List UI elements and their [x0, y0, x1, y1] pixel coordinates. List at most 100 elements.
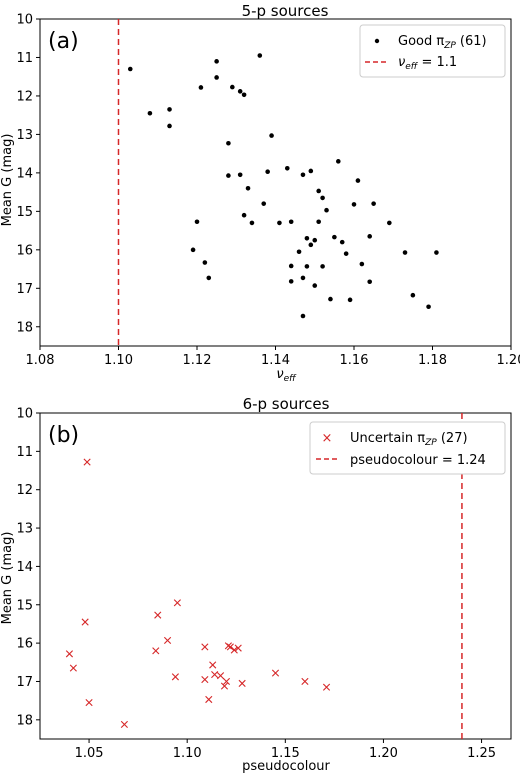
panel-a-data-point — [312, 237, 318, 243]
panel-a-ytick-label: 17 — [16, 282, 33, 297]
panel-a-data-point — [387, 220, 392, 226]
panel-b-legend-marker-x: × — [322, 431, 333, 446]
panel-b-data-point — [271, 669, 280, 677]
panel-a-data-point — [300, 275, 306, 281]
panel-b-data-point — [211, 670, 219, 679]
panel-a-data-point — [167, 123, 172, 129]
panel-a-data-point — [367, 234, 373, 239]
panel-a-data-point — [245, 185, 251, 191]
panel-a-data-point — [351, 202, 357, 207]
panel-a-data-point — [426, 304, 431, 310]
panel-a-xtick-label: 1.20 — [497, 353, 520, 368]
panel-b-data-point — [224, 642, 232, 650]
panel-a-data-point — [328, 296, 333, 302]
panel-b-legend-label-1: pseudocolour = 1.24 — [350, 453, 486, 468]
panel-a-data-point — [371, 201, 376, 206]
panel-b-data-point — [222, 677, 231, 686]
panel-a-data-point — [206, 275, 212, 281]
panel-a-data-point — [288, 279, 294, 284]
panel-b-legend-label-0: Uncertain πZP (27) — [350, 431, 468, 448]
panel-b-data-point — [220, 682, 229, 690]
panel-a-data-point — [308, 242, 314, 248]
panel-b-data-point — [216, 672, 225, 680]
panel-b-ytick-label: 17 — [16, 675, 33, 690]
panel-a-data-point — [316, 219, 321, 225]
panel-a-data-point — [296, 249, 302, 255]
panel-a-xtick-label: 1.12 — [183, 353, 212, 368]
panel-b-data-point — [209, 661, 217, 669]
panel-b-data-point — [152, 647, 160, 655]
panel-b-ylabel: Mean G (mag) — [0, 532, 15, 625]
panel-b-data-point — [171, 673, 180, 681]
panel-a-data-point — [343, 251, 349, 256]
panel-b-data-point — [163, 636, 172, 645]
panel-a-label: (a) — [48, 29, 79, 54]
panel-a-data-point — [230, 84, 235, 90]
panel-a-data-point — [261, 201, 267, 206]
panel-b-data-point — [322, 683, 331, 691]
panel-a-data-point — [214, 75, 219, 80]
panel-a-data-point — [410, 292, 416, 298]
panel-b-ytick-label: 14 — [16, 560, 33, 575]
panel-b-data-point — [301, 677, 309, 686]
panel-a-data-point — [367, 279, 373, 285]
panel-b-ytick-label: 16 — [16, 637, 33, 652]
panel-a-data-point — [237, 172, 243, 178]
panel-a-ylabel: Mean G (mag) — [0, 134, 15, 227]
panel-a-xtick-label: 1.14 — [261, 353, 290, 368]
panel-a-data-point — [202, 260, 208, 265]
panel-b-xtick-label: 1.25 — [467, 746, 496, 761]
panel-b-axes-frame — [39, 412, 512, 740]
panel-a-data-point — [316, 188, 321, 194]
panel-b-legend: × Uncertain πZP (27) pseudocolour = 1.24 — [309, 421, 506, 475]
panel-a-data-point — [324, 207, 329, 213]
panel-a-data-point — [190, 247, 196, 253]
panel-a-ytick-label: 10 — [16, 13, 33, 28]
panel-b-data-point — [173, 599, 181, 607]
panel-a-legend-label-0: Good πZP (61) — [398, 34, 487, 51]
panel-a-data-point — [241, 92, 247, 98]
panel-a-data-point — [355, 178, 361, 183]
panel-a-data-point — [339, 239, 345, 245]
panel-a-ytick-label: 18 — [16, 320, 33, 335]
panel-a-data-point — [127, 66, 133, 72]
panel-a-data-point — [288, 263, 294, 269]
panel-a-xlabel: νeff — [276, 367, 297, 384]
panel-b-data-point — [226, 643, 234, 651]
panel-a-data-point — [304, 235, 310, 241]
panel-a-data-point — [214, 59, 219, 64]
panel-b-data-point — [83, 458, 91, 466]
panel-b-ytick-label: 11 — [16, 445, 33, 460]
panel-a-data-point — [300, 313, 306, 319]
panel-a-xtick-label: 1.08 — [26, 353, 55, 368]
panel-b-ytick-label: 13 — [16, 522, 33, 537]
panel-a-ytick-label: 13 — [16, 128, 33, 143]
panel-b-title: 6-p sources — [243, 395, 330, 413]
panel-a-ytick-label: 11 — [16, 51, 33, 66]
panel-a-data-point — [194, 219, 200, 225]
panel-a-ytick-label: 15 — [16, 205, 33, 220]
panel-a-data-point — [226, 173, 231, 178]
panel-a-data-point — [320, 264, 325, 269]
panel-b-xlabel: pseudocolour — [242, 759, 330, 774]
panel-a-ytick-label: 16 — [16, 243, 33, 258]
panel-a-ytick-label: 14 — [16, 166, 33, 181]
panel-a-data-point — [277, 220, 282, 226]
panel-a-data-point — [241, 212, 247, 218]
panel-a-data-point — [434, 250, 439, 255]
panel-a-xtick-label: 1.10 — [104, 353, 133, 368]
panel-b-xtick-label: 1.05 — [75, 746, 104, 761]
panel-a-data-point — [269, 133, 274, 138]
panel-b-data-point — [230, 646, 238, 654]
panel-a-data-point — [257, 53, 263, 58]
panel-b-data-point — [234, 644, 242, 652]
panel-b: 6-p sources 1.05 1.10 1.15 1.20 1.25 10 11 12 13… — [0, 395, 512, 774]
panel-b-data-point — [205, 695, 213, 704]
panel-b-ytick-label: 15 — [16, 598, 33, 613]
panel-a-data-point — [402, 250, 408, 255]
panel-b-ytick-label: 10 — [16, 407, 33, 422]
panel-b-ytick-label: 12 — [16, 483, 33, 498]
panel-b-label: (b) — [48, 423, 79, 448]
panel-a-data-point — [288, 219, 294, 225]
